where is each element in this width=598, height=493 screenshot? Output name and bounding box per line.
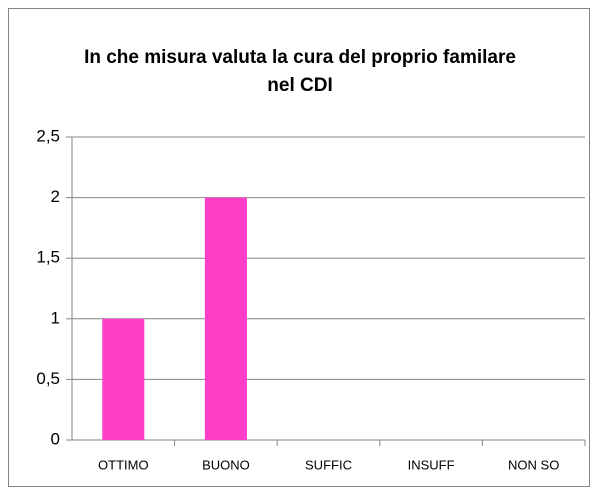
y-tick-label: 1,5 xyxy=(36,248,60,267)
y-tick-label: 2 xyxy=(51,187,60,206)
bar xyxy=(102,318,145,440)
chart-border xyxy=(8,8,590,487)
chart-title: In che misura valuta la cura del proprio… xyxy=(84,47,516,96)
y-tick-label: 0,5 xyxy=(36,369,60,388)
x-tick-label: OTTIMO xyxy=(98,457,149,472)
bar xyxy=(204,197,247,440)
x-tick-label: BUONO xyxy=(202,457,250,472)
x-tick-label: NON SO xyxy=(508,457,559,472)
x-tick-label: INSUFF xyxy=(408,457,455,472)
y-tick-label: 2,5 xyxy=(36,126,60,145)
x-tick-label: SUFFIC xyxy=(305,457,352,472)
y-tick-label: 1 xyxy=(51,308,60,327)
y-tick-label: 0 xyxy=(51,429,60,448)
